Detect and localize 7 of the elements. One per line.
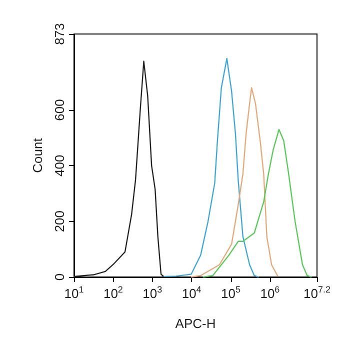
y-axis-title: Count [30, 138, 45, 173]
y-tick-label: 0 [52, 273, 67, 281]
y-tick-label: 200 [52, 210, 67, 232]
x-axis-title: APC-H [175, 316, 216, 331]
y-tick-label: 400 [52, 154, 67, 177]
y-tick-label: 873 [52, 23, 67, 45]
y-tick-label: 600 [52, 99, 67, 121]
